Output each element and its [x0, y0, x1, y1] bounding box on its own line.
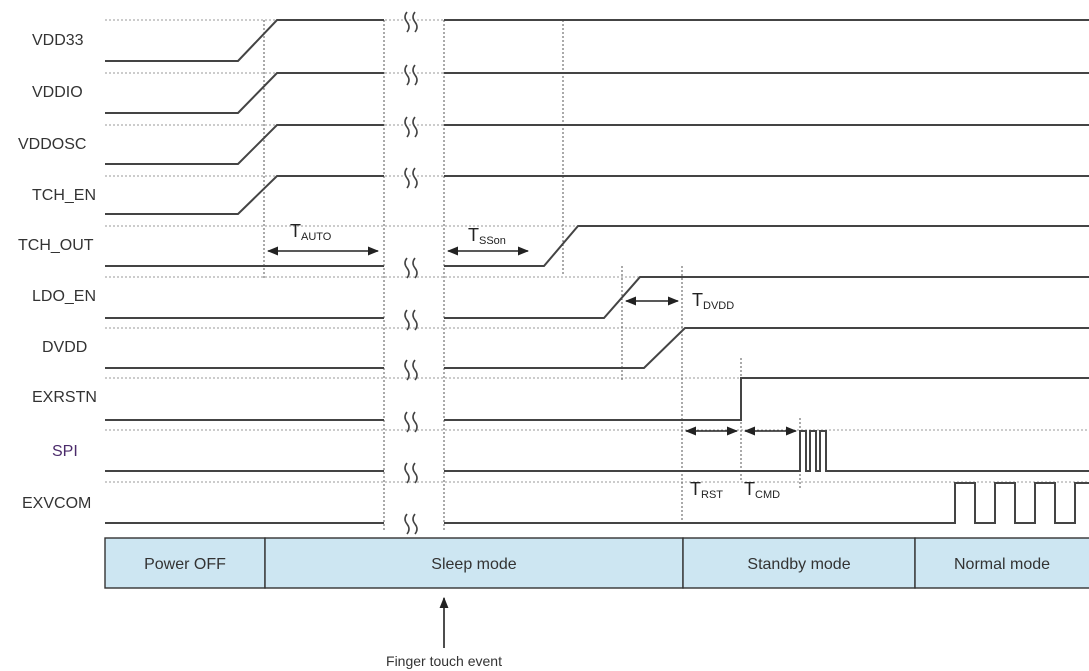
mode-standby [682, 537, 916, 589]
high-level-guides [105, 19, 1089, 483]
signal-label-dvdd: DVDD [42, 339, 87, 356]
touch-event-label: Finger touch event [386, 653, 502, 669]
time-markers [263, 20, 801, 530]
waveform-vdd33 [105, 19, 1089, 62]
signal-label-tch-out: TCH_OUT [18, 237, 94, 254]
signal-label-exrstn: EXRSTN [32, 389, 97, 406]
t-auto-label: TAUTO [290, 221, 332, 243]
waveform-vddosc [105, 124, 1089, 165]
break-symbols [404, 11, 418, 535]
mode-sleep [264, 537, 684, 589]
mode-label-standby: Standby mode [747, 556, 850, 573]
t-rst-label: TRST [690, 479, 723, 501]
signal-label-spi: SPI [52, 443, 78, 460]
t-sson-label: TSSon [468, 225, 506, 247]
signal-label-vddio: VDDIO [32, 84, 83, 101]
signal-label-vddosc: VDDOSC [18, 136, 86, 153]
mode-normal [914, 537, 1089, 589]
mode-bar: Power OFF Sleep mode Standby mode Normal… [104, 537, 1089, 589]
t-dvdd-label: TDVDD [692, 290, 734, 312]
waveform-exrstn [105, 377, 1089, 421]
waveform-tch-out [105, 225, 1089, 267]
signal-label-exvcom: EXVCOM [22, 495, 91, 512]
signal-label-tch-en: TCH_EN [32, 187, 96, 204]
waveform-vddio [105, 72, 1089, 114]
mode-label-sleep: Sleep mode [431, 556, 516, 573]
waveform-exvcom [105, 482, 1089, 524]
t-cmd-label: TCMD [744, 479, 780, 501]
signal-label-ldo-en: LDO_EN [32, 288, 96, 305]
signal-label-vdd33: VDD33 [32, 32, 84, 49]
mode-label-normal: Normal mode [954, 556, 1050, 573]
waveform-tch-en [105, 175, 1089, 215]
mode-label-power-off: Power OFF [144, 556, 226, 573]
waveform-ldo-en [105, 276, 1089, 319]
waveform-spi [105, 430, 1089, 472]
waveform-dvdd [105, 327, 1089, 369]
mode-power-off [104, 537, 266, 589]
